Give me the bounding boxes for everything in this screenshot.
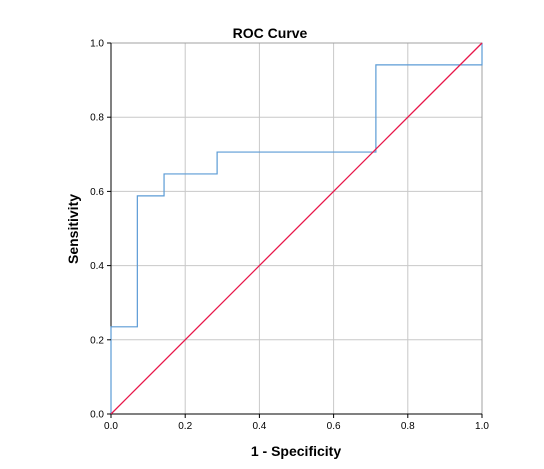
y-tick-label: 0.8 xyxy=(90,113,104,124)
chart-title: ROC Curve xyxy=(233,25,308,41)
y-tick-label: 0.0 xyxy=(90,410,104,421)
x-tick-label: 0.0 xyxy=(104,421,118,432)
x-axis-label: 1 - Specificity xyxy=(251,443,341,459)
roc-curve-line xyxy=(110,43,483,414)
x-tick-label: 0.4 xyxy=(252,421,266,432)
y-axis-ticks: 0.0 0.2 0.4 0.6 0.8 1.0 xyxy=(90,39,111,421)
series-layer xyxy=(110,42,483,415)
y-tick-label: 0.6 xyxy=(90,187,104,198)
x-axis-ticks: 0.0 0.2 0.4 0.6 0.8 1.0 xyxy=(104,414,489,432)
plot-frame xyxy=(110,42,483,415)
x-tick-label: 0.6 xyxy=(327,421,341,432)
x-tick-label: 1.0 xyxy=(475,421,489,432)
y-tick-label: 1.0 xyxy=(90,39,104,50)
y-tick-label: 0.4 xyxy=(90,261,104,272)
x-tick-label: 0.8 xyxy=(401,421,415,432)
reference-diagonal-line xyxy=(110,42,483,415)
x-tick-label: 0.2 xyxy=(178,421,192,432)
y-tick-label: 0.2 xyxy=(90,335,104,346)
y-axis-label: Sensitivity xyxy=(65,194,81,264)
